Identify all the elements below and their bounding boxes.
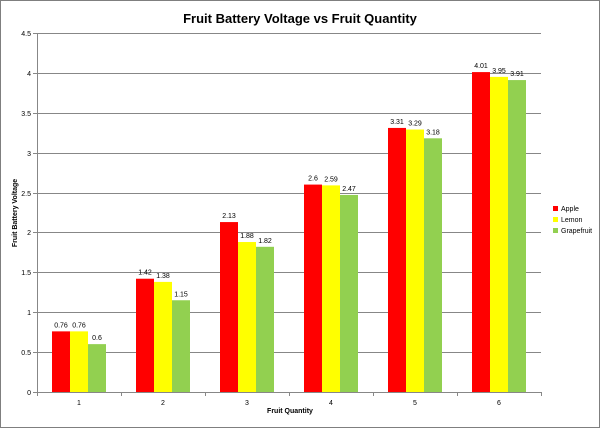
bar-lemon-3 <box>238 242 256 392</box>
data-label-lemon-1: 0.76 <box>72 322 86 329</box>
x-axis-ticks: 1 2 3 4 5 6 <box>37 392 542 407</box>
bar-lemon-1 <box>70 331 88 392</box>
y-tick-label: 4 <box>27 71 31 78</box>
bar-grapefruit-4 <box>340 194 358 392</box>
chart-title: Fruit Battery Voltage vs Fruit Quantity <box>183 11 418 26</box>
y-tick-label: 3.5 <box>21 111 31 118</box>
data-label-lemon-4: 2.59 <box>324 176 338 183</box>
data-label-grapefruit-5: 3.18 <box>426 129 440 136</box>
bar-apple-2 <box>136 278 154 392</box>
data-label-lemon-2: 1.38 <box>156 273 170 280</box>
legend-swatch-grapefruit <box>553 228 558 233</box>
bar-grapefruit-5 <box>424 138 442 392</box>
bar-lemon-2 <box>154 281 172 392</box>
data-label-lemon-5: 3.29 <box>408 121 422 128</box>
data-labels: 0.76 0.76 0.6 1.42 1.38 1.15 2.13 1.88 1.82 2.6 2.… <box>54 63 524 342</box>
bar-lemon-6 <box>490 76 508 392</box>
y-tick-label: 0.5 <box>21 350 31 357</box>
legend-label-grapefruit: Grapefruit <box>561 228 592 235</box>
bar-grapefruit-1 <box>88 344 106 392</box>
y-tick-label: 2.5 <box>21 191 31 198</box>
x-tick-label: 4 <box>329 400 333 407</box>
x-tick-label: 1 <box>77 400 81 407</box>
data-label-apple-2: 1.42 <box>138 270 152 277</box>
x-axis-title: Fruit Quantity <box>267 408 313 415</box>
gridlines <box>37 33 541 393</box>
legend-label-lemon: Lemon <box>561 217 583 224</box>
y-axis-ticks: 0 0.5 1 1.5 2 2.5 3 3.5 4 4.5 <box>21 31 37 397</box>
data-label-lemon-6: 3.95 <box>492 68 506 75</box>
bar-grapefruit-3 <box>256 246 274 392</box>
bar-grapefruit-2 <box>172 300 190 392</box>
data-label-lemon-3: 1.88 <box>240 233 254 240</box>
data-label-apple-1: 0.76 <box>54 322 68 329</box>
x-tick-label: 2 <box>161 400 165 407</box>
bar-lemon-4 <box>322 185 340 392</box>
legend-swatch-lemon <box>553 217 558 222</box>
bars <box>52 72 526 393</box>
data-label-apple-5: 3.31 <box>390 119 404 126</box>
legend-label-apple: Apple <box>561 206 579 213</box>
bar-apple-4 <box>304 184 322 392</box>
legend-swatch-apple <box>553 206 558 211</box>
y-tick-label: 2 <box>27 230 31 237</box>
data-label-grapefruit-1: 0.6 <box>92 335 102 342</box>
data-label-grapefruit-6: 3.91 <box>510 71 524 78</box>
bar-apple-3 <box>220 222 238 392</box>
bar-grapefruit-6 <box>508 80 526 393</box>
bar-apple-1 <box>52 331 70 392</box>
x-tick-label: 6 <box>497 400 501 407</box>
data-label-grapefruit-2: 1.15 <box>174 291 188 298</box>
axes <box>37 33 541 393</box>
x-tick-label: 5 <box>413 400 417 407</box>
y-tick-label: 0 <box>27 390 31 397</box>
data-label-apple-4: 2.6 <box>308 176 318 183</box>
y-tick-label: 1.5 <box>21 270 31 277</box>
data-label-grapefruit-4: 2.47 <box>342 186 356 193</box>
bar-apple-5 <box>388 127 406 393</box>
legend: Apple Lemon Grapefruit <box>553 206 592 235</box>
y-axis-title: Fruit Battery Voltage <box>12 179 19 247</box>
y-tick-label: 1 <box>27 310 31 317</box>
y-tick-label: 3 <box>27 151 31 158</box>
data-label-grapefruit-3: 1.82 <box>258 238 272 245</box>
data-label-apple-6: 4.01 <box>474 63 488 70</box>
x-tick-label: 3 <box>245 400 249 407</box>
bar-apple-6 <box>472 72 490 392</box>
bar-lemon-5 <box>406 129 424 392</box>
data-label-apple-3: 2.13 <box>222 213 236 220</box>
y-tick-label: 4.5 <box>21 31 31 38</box>
